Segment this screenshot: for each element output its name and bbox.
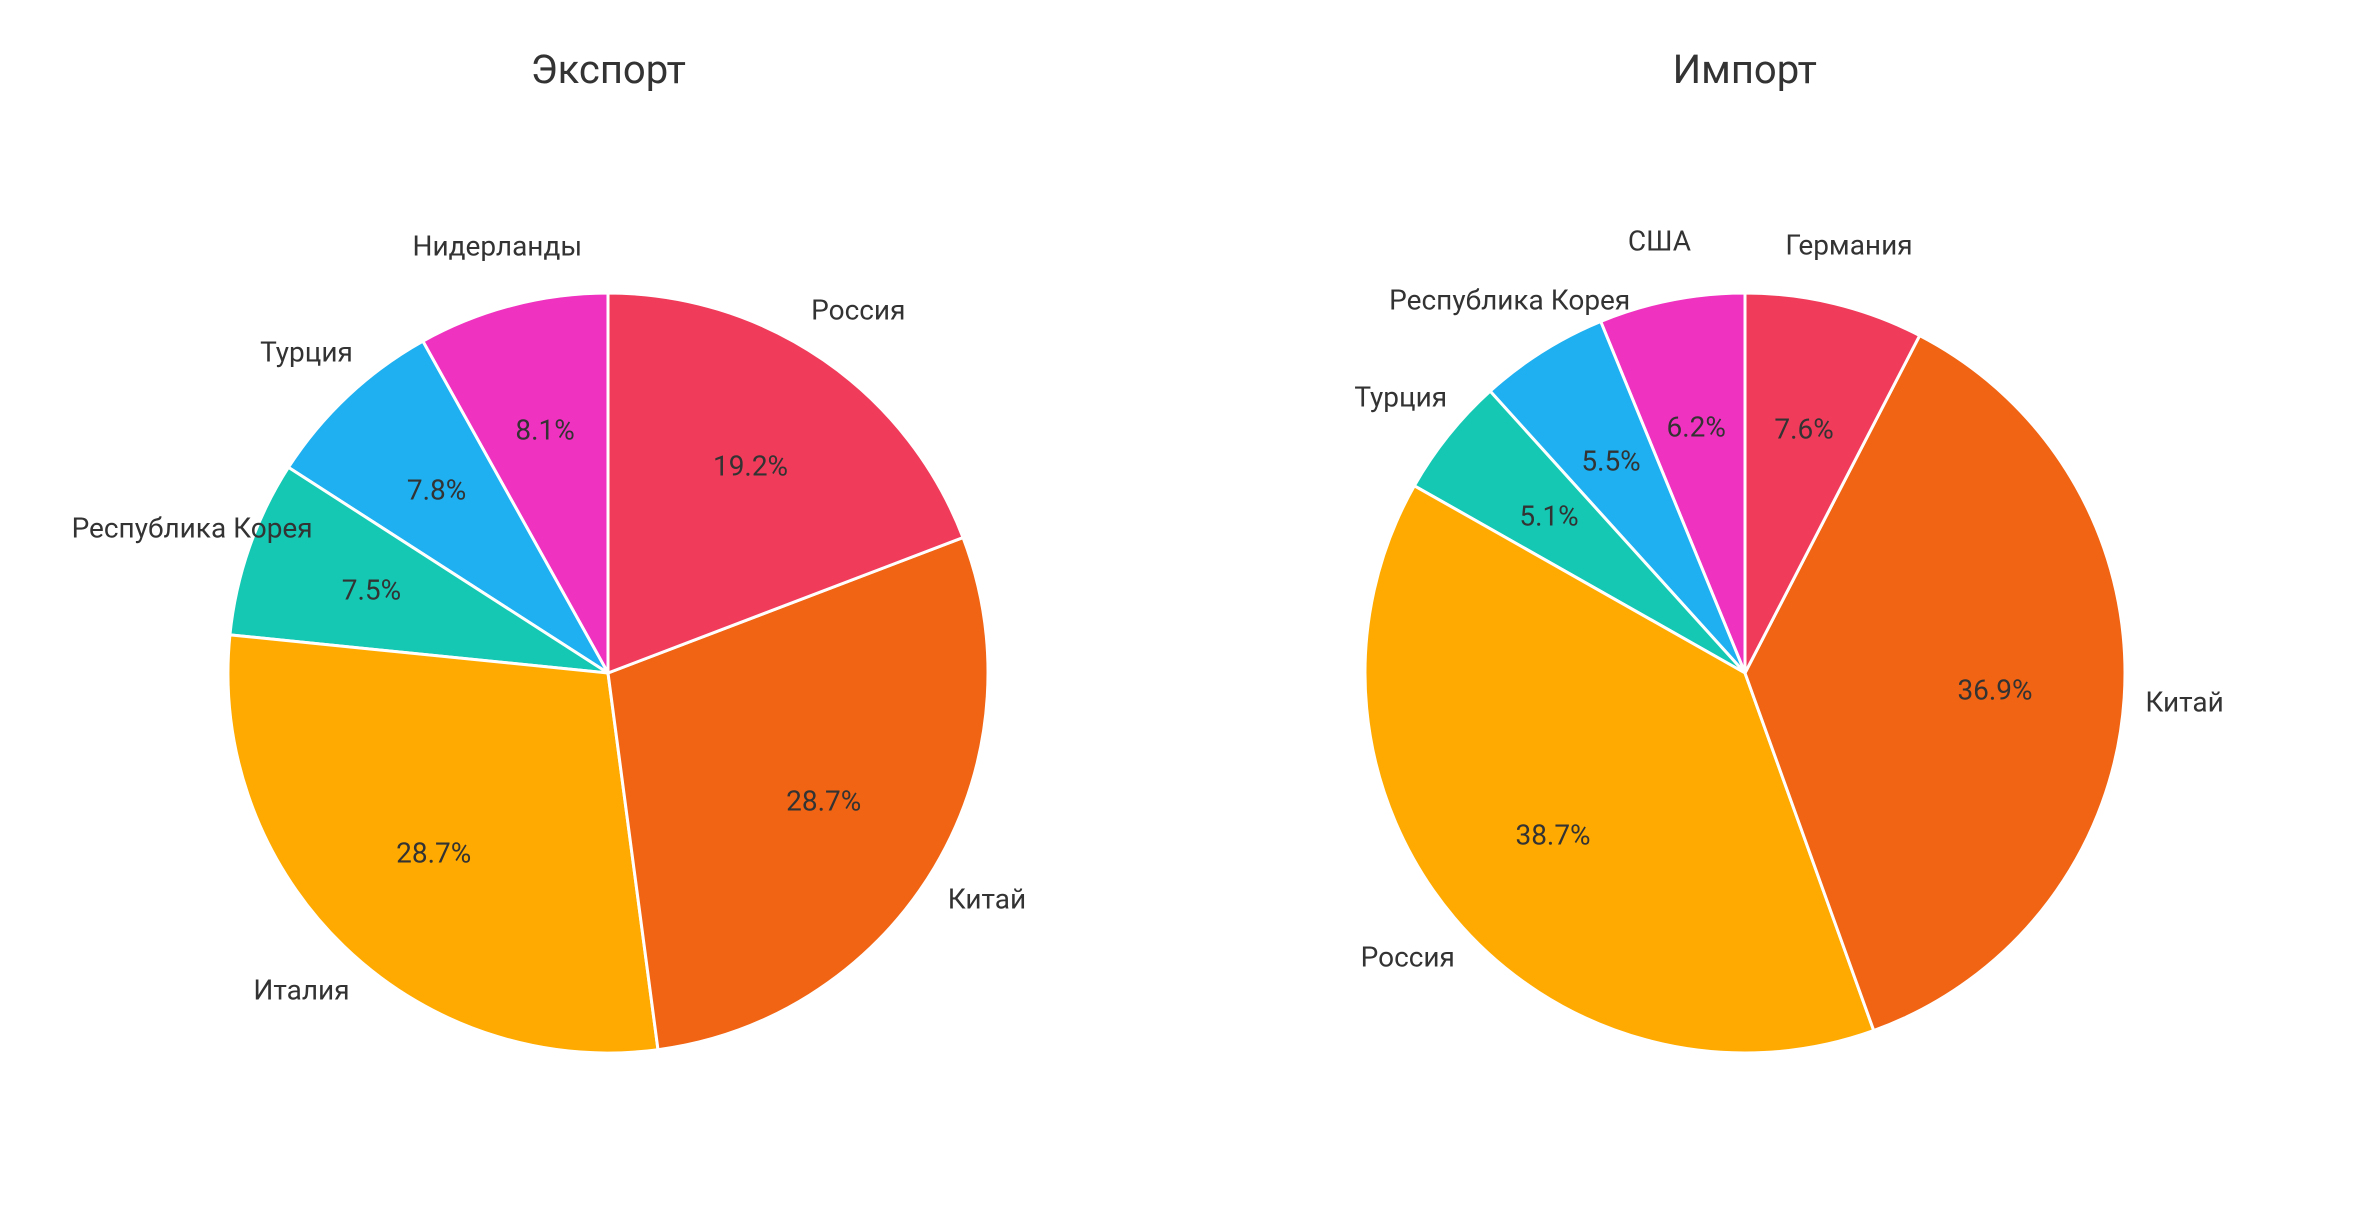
pie-slice bbox=[228, 635, 658, 1053]
import-chart-title: Импорт bbox=[1673, 46, 1817, 93]
pie-svg bbox=[1195, 113, 2295, 1173]
export-chart-title: Экспорт bbox=[531, 46, 686, 93]
export-pie-chart: 8.1%Нидерланды7.8%Турция7.5%Республика К… bbox=[58, 113, 1158, 1173]
import-chart-panel: Импорт 6.2%США5.5%Республика Корея5.1%Ту… bbox=[1195, 46, 2295, 1173]
import-pie-chart: 6.2%США5.5%Республика Корея5.1%Турция38.… bbox=[1195, 113, 2295, 1173]
pie-svg bbox=[58, 113, 1158, 1173]
export-chart-panel: Экспорт 8.1%Нидерланды7.8%Турция7.5%Респ… bbox=[58, 46, 1158, 1173]
